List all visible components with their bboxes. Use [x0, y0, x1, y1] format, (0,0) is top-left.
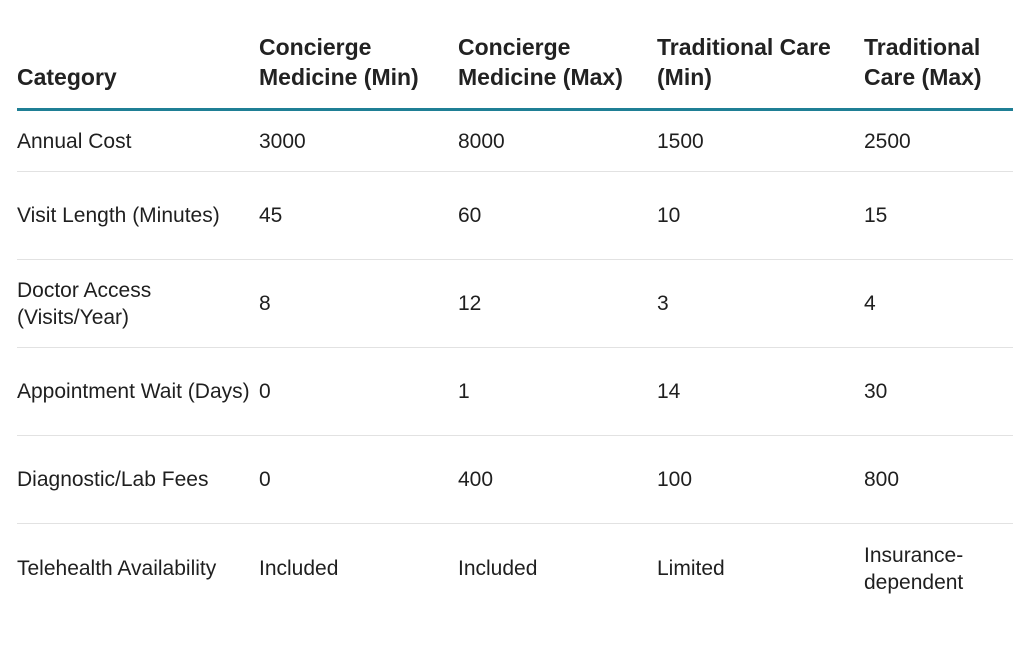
table-row: Diagnostic/Lab Fees 0 400 100 800 [17, 435, 1013, 524]
table-row: Visit Length (Minutes) 45 60 10 15 [17, 171, 1013, 260]
row-category: Telehealth Availability [17, 557, 217, 580]
row-category: Annual Cost [17, 109, 259, 172]
cell-concierge-min: 45 [259, 171, 458, 260]
cell-concierge-max: 1 [458, 347, 657, 436]
cell-traditional-min: 100 [657, 435, 864, 524]
cell-concierge-min: 0 [259, 347, 458, 436]
cell-concierge-max: 8000 [458, 109, 657, 172]
cell-concierge-max: 60 [458, 171, 657, 260]
cell-traditional-min: Limited [657, 557, 725, 580]
cell-traditional-min: 1500 [657, 109, 864, 172]
header-concierge-max: Concierge Medicine (Max) [458, 32, 657, 111]
cell-traditional-max: 30 [864, 347, 1013, 436]
cell-traditional-max: 800 [864, 435, 1013, 524]
row-category: Visit Length (Minutes) [17, 171, 259, 260]
row-category: Doctor Access (Visits/Year) [17, 259, 259, 348]
cell-concierge-max: 400 [458, 435, 657, 524]
cell-concierge-min: 3000 [259, 109, 458, 172]
row-category: Diagnostic/Lab Fees [17, 435, 259, 524]
cell-traditional-max: 2500 [864, 109, 1013, 172]
cell-concierge-max: Included [458, 557, 538, 580]
cell-traditional-min: 3 [657, 259, 864, 348]
cell-traditional-min: 10 [657, 171, 864, 260]
cell-concierge-min: Included [259, 557, 339, 580]
header-category: Category [17, 32, 259, 111]
row-category: Appointment Wait (Days) [17, 347, 259, 436]
cell-traditional-max: 15 [864, 171, 1013, 260]
table-header: Category Concierge Medicine (Min) Concie… [17, 32, 1013, 111]
cell-traditional-max: Insurance-dependent [864, 543, 964, 594]
cell-traditional-max: 4 [864, 259, 1013, 348]
header-row: Category Concierge Medicine (Min) Concie… [17, 32, 1013, 111]
header-traditional-min: Traditional Care (Min) [657, 32, 864, 111]
comparison-table: Category Concierge Medicine (Min) Concie… [17, 32, 1013, 613]
cell-traditional-min: 14 [657, 347, 864, 436]
table-body: Annual Cost 3000 8000 1500 2500 Visit Le… [17, 109, 1013, 614]
table-row: Doctor Access (Visits/Year) 8 12 3 4 [17, 259, 1013, 348]
cell-concierge-min: 0 [259, 435, 458, 524]
cell-concierge-min: 8 [259, 259, 458, 348]
table-row: Telehealth Availability Included Include… [17, 524, 1013, 614]
table-row: Annual Cost 3000 8000 1500 2500 [17, 109, 1013, 172]
table-row: Appointment Wait (Days) 0 1 14 30 [17, 347, 1013, 436]
cell-concierge-max: 12 [458, 259, 657, 348]
header-concierge-min: Concierge Medicine (Min) [259, 32, 458, 111]
header-traditional-max: Traditional Care (Max) [864, 32, 1013, 111]
